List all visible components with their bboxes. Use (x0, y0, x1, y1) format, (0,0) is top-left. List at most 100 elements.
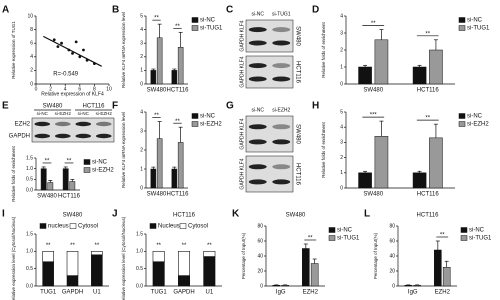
x-tick-label: 10 (106, 86, 112, 92)
y-axis-label: Percentage of Input(%) (373, 232, 378, 279)
legend-swatch (149, 223, 157, 229)
significance: ** (308, 236, 313, 242)
panel-label: H (312, 101, 319, 112)
band (95, 133, 112, 139)
panel-label: E (2, 101, 9, 112)
legend-swatch (191, 17, 199, 23)
legend-swatch (191, 113, 199, 119)
bar (156, 138, 163, 189)
significance: ** (440, 233, 445, 239)
lane-label: si-TUG1 (272, 11, 291, 17)
y-tick-label: 40 (389, 253, 395, 259)
blot (245, 19, 294, 53)
legend-label: si-EZH2 (467, 122, 489, 128)
panel-label: C (226, 5, 233, 16)
band (34, 133, 51, 139)
x-tick-label: SW480 (37, 194, 57, 200)
legend-label: si-NC (467, 18, 483, 24)
legend-label: Cytosol (188, 224, 208, 230)
bar (442, 267, 451, 287)
bar (429, 49, 443, 85)
significance: ** (154, 16, 159, 22)
legend-swatch (458, 121, 466, 127)
bar (281, 285, 289, 287)
bar (434, 249, 442, 287)
chart-title: SW480 (286, 213, 306, 219)
legend-swatch (69, 223, 77, 229)
y-tick-label: 60 (389, 238, 395, 244)
bar-segment (152, 261, 165, 287)
y-tick-label: 1.5 (26, 155, 33, 161)
x-axis-label: Relative expression of KLF4 (41, 91, 104, 97)
band (75, 121, 92, 127)
x-tick-label: SW480 (147, 88, 167, 94)
significance: ** (156, 243, 161, 249)
band (272, 40, 291, 46)
lane-label: si-EZH2 (96, 111, 113, 116)
legend-swatch (460, 235, 468, 241)
blot (245, 55, 294, 89)
panel-label: L (364, 209, 370, 220)
point (71, 52, 74, 55)
legend-label: si-TUG1 (469, 236, 492, 242)
panel-label: A (2, 5, 9, 16)
y-tick-label: 2 (340, 47, 343, 53)
y-tick-label: 1.5 (26, 231, 33, 237)
y-tick-label: 0 (140, 81, 143, 87)
panel-label: D (312, 5, 319, 16)
bar (358, 66, 372, 85)
band (248, 139, 267, 145)
x-tick-label: 4 (64, 86, 67, 92)
significance: ** (154, 113, 159, 119)
bar-segment (203, 251, 216, 257)
y-tick-label: 3 (340, 140, 343, 146)
band (272, 63, 291, 69)
y-tick-label: 10 (27, 13, 33, 19)
x-tick-label: U1 (93, 290, 101, 296)
lane-label: si-NC (252, 11, 265, 17)
band (54, 121, 71, 127)
bar-segment (66, 251, 79, 276)
band (248, 40, 267, 46)
y-tick-label: 3 (140, 41, 143, 47)
y-tick-label: 1.0 (26, 166, 33, 172)
x-tick-label: GAPDH (173, 290, 194, 296)
legend-swatch (458, 17, 466, 23)
bar (310, 263, 319, 287)
band-label: EZH2 (15, 122, 31, 128)
bar (150, 168, 157, 189)
bar (171, 70, 178, 85)
y-tick-label: 0 (260, 283, 263, 289)
point (56, 45, 60, 48)
y-tick-label: 0.5 (26, 266, 33, 272)
cell-label: HCT116 (294, 61, 300, 84)
band (54, 133, 71, 139)
x-tick-label: TUG1 (151, 290, 168, 296)
bar-segment (203, 256, 216, 287)
y-tick-label: 0.0 (136, 283, 143, 289)
band (272, 179, 291, 185)
y-tick-label: 2 (140, 54, 143, 60)
legend-label: si-NC (337, 228, 353, 234)
y-tick-label: 1 (140, 68, 143, 74)
point (74, 40, 78, 44)
legend-label: si-TUG1 (200, 26, 223, 32)
legend-label: si-EZH2 (92, 168, 114, 174)
x-tick-label: GAPDH (62, 290, 83, 296)
y-tick-label: 80 (389, 223, 395, 229)
significance: ** (425, 31, 430, 37)
y-tick-label: 60 (257, 238, 263, 244)
x-tick-label: 6 (78, 86, 81, 92)
cell-label: HCT116 (83, 104, 106, 110)
panel-label: G (226, 101, 234, 112)
cell-label: SW480 (43, 104, 63, 110)
band-label: GAPDH KLF4 (239, 56, 245, 87)
y-axis-label: Relative folds of enrichment (321, 21, 326, 77)
bar (69, 181, 76, 191)
band-label: GAPDH KLF4 (239, 158, 245, 189)
bar (429, 137, 443, 189)
band (272, 76, 291, 82)
legend-label: Cytosol (78, 224, 98, 230)
y-tick-label: 4 (340, 125, 343, 131)
legend-label: si-NC (92, 160, 108, 166)
